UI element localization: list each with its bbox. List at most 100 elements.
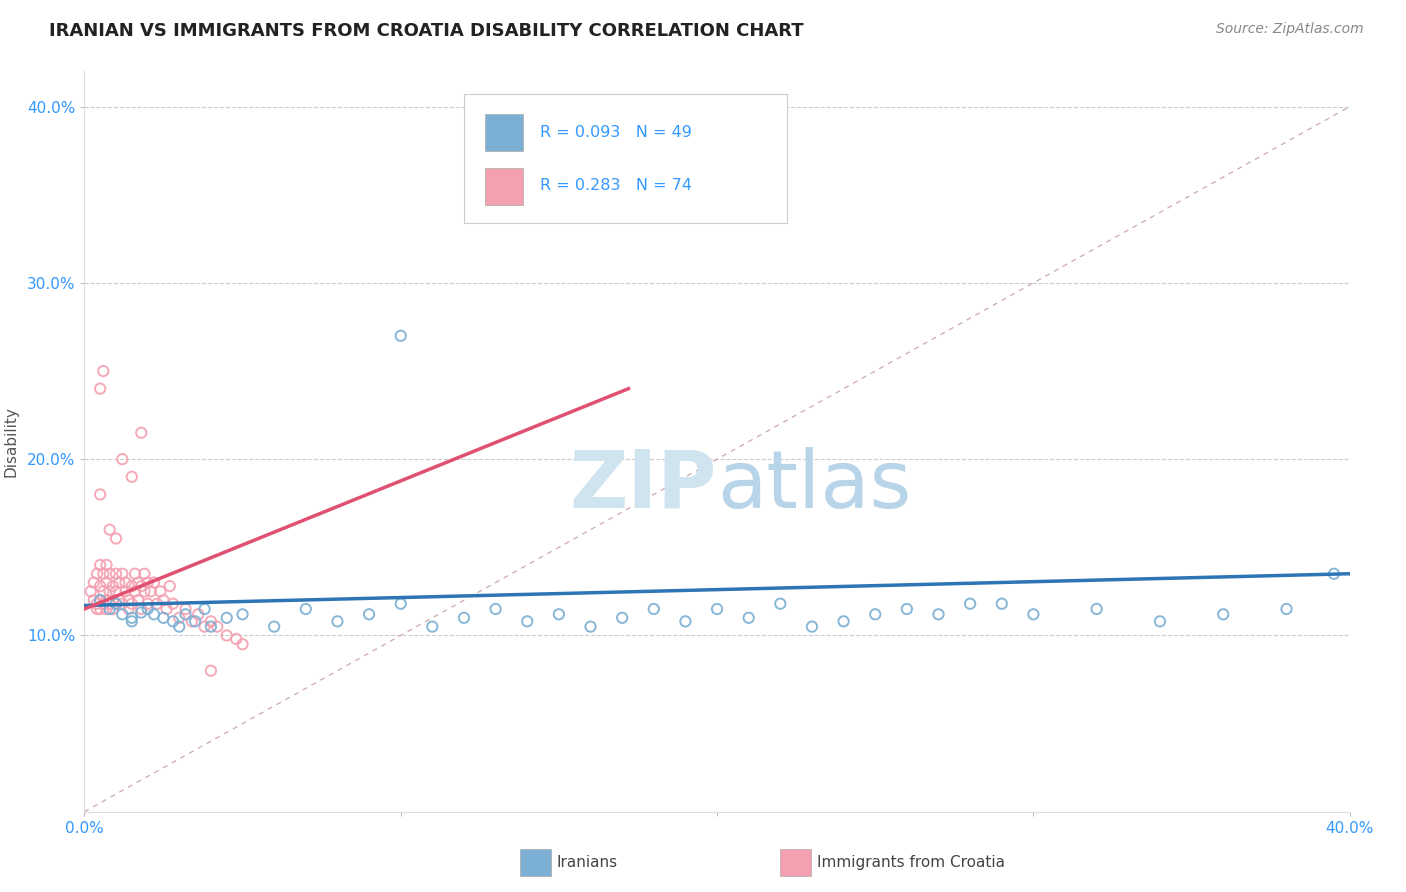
Point	[548, 607, 571, 622]
Point	[96, 575, 118, 590]
Point	[174, 607, 197, 622]
Point	[231, 607, 254, 622]
Point	[136, 597, 159, 611]
Point	[152, 611, 174, 625]
Point	[114, 584, 136, 599]
Point	[184, 615, 207, 629]
Point	[101, 602, 124, 616]
Point	[89, 487, 111, 501]
Point	[863, 607, 887, 622]
Point	[129, 425, 153, 440]
Point	[89, 382, 111, 396]
Point	[118, 593, 141, 607]
Point	[89, 579, 111, 593]
Point	[200, 619, 222, 633]
Point	[89, 558, 111, 572]
Point	[389, 328, 412, 343]
Point	[159, 579, 181, 593]
Point	[1149, 615, 1171, 629]
Point	[121, 615, 143, 629]
Point	[169, 619, 191, 633]
Text: Immigrants from Croatia: Immigrants from Croatia	[817, 855, 1005, 870]
Point	[422, 619, 444, 633]
Point	[111, 597, 134, 611]
Point	[1022, 607, 1045, 622]
Point	[121, 470, 143, 484]
FancyBboxPatch shape	[485, 168, 523, 204]
Point	[98, 597, 121, 611]
Point	[174, 602, 197, 616]
Point	[105, 584, 127, 599]
Point	[114, 575, 136, 590]
Text: IRANIAN VS IMMIGRANTS FROM CROATIA DISABILITY CORRELATION CHART: IRANIAN VS IMMIGRANTS FROM CROATIA DISAB…	[49, 22, 804, 40]
Point	[896, 602, 918, 616]
Point	[207, 619, 229, 633]
Point	[200, 664, 222, 678]
Point	[105, 566, 127, 581]
Point	[136, 602, 159, 616]
Point	[121, 611, 143, 625]
Point	[98, 602, 121, 616]
Point	[675, 615, 697, 629]
Point	[959, 597, 981, 611]
Point	[93, 364, 115, 378]
Point	[143, 607, 166, 622]
Point	[139, 584, 162, 599]
Point	[706, 602, 728, 616]
Text: Iranians: Iranians	[557, 855, 617, 870]
Point	[516, 615, 538, 629]
Point	[146, 597, 169, 611]
Point	[89, 602, 111, 616]
Point	[215, 611, 238, 625]
Point	[990, 597, 1012, 611]
Point	[801, 619, 824, 633]
Point	[111, 452, 134, 467]
Point	[155, 602, 177, 616]
Point	[231, 637, 254, 651]
Point	[129, 602, 153, 616]
Text: R = 0.093   N = 49: R = 0.093 N = 49	[540, 125, 692, 139]
Point	[136, 575, 159, 590]
Y-axis label: Disability: Disability	[3, 406, 18, 477]
Point	[169, 611, 191, 625]
Point	[928, 607, 950, 622]
Point	[225, 632, 247, 646]
Point	[149, 584, 172, 599]
Point	[96, 593, 118, 607]
Point	[193, 602, 217, 616]
Point	[737, 611, 759, 625]
Point	[93, 566, 115, 581]
Point	[1085, 602, 1108, 616]
Point	[86, 566, 108, 581]
Point	[93, 597, 115, 611]
Point	[105, 532, 127, 546]
Point	[89, 593, 111, 607]
Point	[162, 615, 184, 629]
Point	[769, 597, 792, 611]
Point	[83, 593, 105, 607]
Point	[129, 606, 153, 620]
FancyBboxPatch shape	[464, 94, 787, 223]
Point	[86, 602, 108, 616]
Point	[93, 584, 115, 599]
Point	[83, 575, 105, 590]
Point	[98, 584, 121, 599]
Point	[96, 558, 118, 572]
Point	[134, 584, 156, 599]
Point	[643, 602, 665, 616]
Point	[162, 597, 184, 611]
Point	[295, 602, 318, 616]
Point	[105, 597, 127, 611]
Point	[124, 584, 146, 599]
Point	[111, 607, 134, 622]
Point	[215, 628, 238, 642]
Point	[193, 619, 217, 633]
Point	[101, 579, 124, 593]
Point	[89, 593, 111, 607]
Point	[86, 597, 108, 611]
Point	[579, 619, 602, 633]
Point	[79, 584, 103, 599]
Point	[121, 579, 143, 593]
Point	[101, 593, 124, 607]
Point	[1275, 602, 1298, 616]
